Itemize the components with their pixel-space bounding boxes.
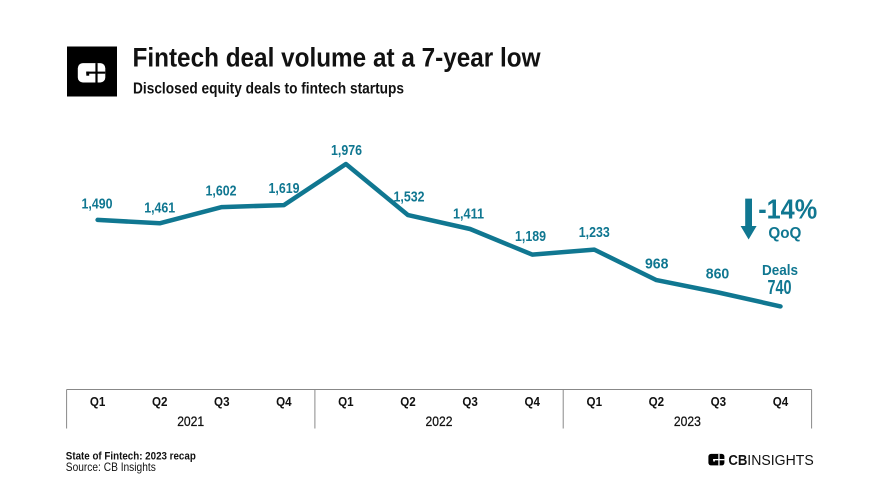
- svg-text:Q2: Q2: [152, 395, 168, 409]
- svg-text:Q3: Q3: [711, 395, 727, 409]
- svg-text:2022: 2022: [426, 414, 453, 429]
- svg-text:1,233: 1,233: [579, 224, 610, 241]
- svg-text:Q2: Q2: [649, 395, 665, 409]
- svg-text:Q4: Q4: [524, 395, 540, 409]
- svg-text:Q1: Q1: [338, 395, 354, 409]
- svg-text:Fintech deal volume at a 7-yea: Fintech deal volume at a 7-year low: [133, 43, 542, 73]
- svg-text:860: 860: [706, 266, 730, 283]
- svg-text:Disclosed equity deals to fint: Disclosed equity deals to fintech startu…: [133, 81, 404, 98]
- svg-text:Q1: Q1: [587, 395, 603, 409]
- svg-text:740: 740: [768, 277, 792, 299]
- svg-text:1,602: 1,602: [206, 183, 237, 200]
- svg-text:QoQ: QoQ: [768, 225, 801, 242]
- svg-text:State of Fintech: 2023 recap: State of Fintech: 2023 recap: [66, 451, 196, 463]
- svg-text:1,490: 1,490: [82, 196, 113, 213]
- svg-text:2023: 2023: [674, 414, 701, 429]
- svg-text:1,619: 1,619: [269, 180, 300, 197]
- svg-text:1,189: 1,189: [515, 228, 546, 245]
- svg-text:1,532: 1,532: [394, 189, 425, 206]
- svg-text:INSIGHTS: INSIGHTS: [747, 453, 813, 469]
- svg-text:Q2: Q2: [400, 395, 416, 409]
- svg-text:Q3: Q3: [214, 395, 230, 409]
- svg-text:Q4: Q4: [276, 395, 292, 409]
- svg-text:Q4: Q4: [773, 395, 789, 409]
- svg-text:Source: CB Insights: Source: CB Insights: [66, 460, 156, 474]
- svg-text:1,461: 1,461: [144, 200, 175, 217]
- svg-text:Q3: Q3: [462, 395, 478, 409]
- svg-text:2021: 2021: [177, 414, 204, 429]
- svg-text:1,976: 1,976: [331, 142, 362, 159]
- svg-text:968: 968: [645, 256, 669, 273]
- svg-text:-14%: -14%: [758, 193, 817, 224]
- svg-text:CB: CB: [728, 453, 747, 469]
- svg-text:Q1: Q1: [90, 395, 106, 409]
- svg-text:Deals: Deals: [762, 262, 798, 279]
- svg-text:1,411: 1,411: [453, 206, 484, 223]
